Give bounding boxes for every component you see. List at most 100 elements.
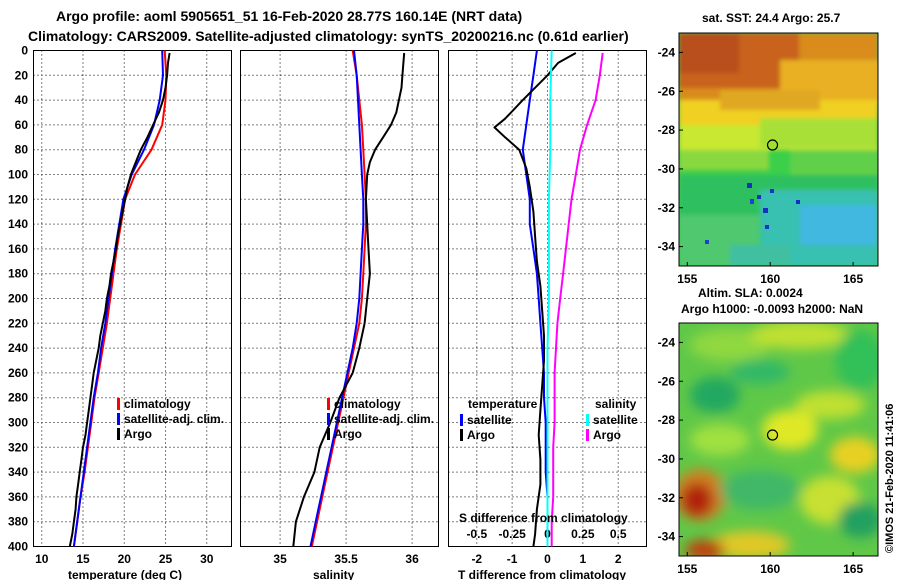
map-x-tick-label: 165 — [843, 562, 863, 576]
depth-tick-label: 60 — [15, 118, 29, 132]
x-tick-label: 35.5 — [334, 552, 358, 566]
salinity-x-ticks: 35 35.5 36 — [273, 552, 419, 566]
legend-swatch-climatology — [327, 398, 330, 410]
legend-temperature-title: temperature — [468, 397, 538, 411]
map-y-tick-label: -32 — [658, 491, 676, 505]
depth-tick-label: 300 — [8, 416, 28, 430]
difference-legend: temperature satellite Argo salinity sate… — [460, 397, 638, 442]
depth-tick-label: 180 — [8, 267, 28, 281]
depth-tick-label: 380 — [8, 515, 28, 529]
series-line-satellite-adj-clim- — [72, 50, 164, 547]
legend-swatch-t-argo — [460, 429, 463, 441]
series-line-salinity-satellite — [546, 50, 553, 547]
depth-tick-label: 140 — [8, 217, 28, 231]
s-difference-tick-label: -0.25 — [498, 527, 526, 541]
temperature-series — [68, 50, 171, 547]
depth-tick-label: 320 — [8, 440, 28, 454]
series-line-salinity-argo — [550, 52, 604, 547]
gridlines — [33, 50, 647, 547]
s-difference-tick-label: -0.5 — [466, 527, 487, 541]
legend-swatch-climatology — [117, 398, 120, 410]
sla-map-frame — [678, 322, 879, 557]
x-tick-label: 10 — [35, 552, 49, 566]
map-y-tick-label: -26 — [658, 374, 676, 388]
map-x-tick-label: 155 — [677, 562, 697, 576]
salinity-difference-x-ticks: -0.5 -0.25 0 0.25 0.5 — [466, 527, 626, 541]
sst-map-ticks: -24 -26 -28 -30 -32 -34 155 160 165 — [658, 45, 864, 286]
salinity-series — [292, 50, 406, 547]
depth-tick-label: 280 — [8, 391, 28, 405]
depth-tick-label: 200 — [8, 292, 28, 306]
depth-tick-label: 80 — [15, 143, 29, 157]
x-tick-label: 0 — [544, 552, 551, 566]
depth-tick-label: 20 — [15, 68, 29, 82]
series-line-satellite-adj-clim- — [309, 50, 365, 547]
legend-argo: Argo — [334, 427, 362, 441]
depth-tick-label: 100 — [8, 168, 28, 182]
depth-tick-label: 120 — [8, 192, 28, 206]
map-y-tick-label: -24 — [658, 45, 676, 59]
sla-map-title: Altim. SLA: 0.0024 — [698, 286, 803, 300]
sla-argo-location-marker — [766, 429, 779, 441]
map-y-tick-label: -30 — [658, 162, 676, 176]
legend-t-argo: Argo — [467, 428, 495, 442]
legend-satellite-adj: satellite-adj. clim. — [124, 412, 224, 426]
legend-argo: Argo — [124, 427, 152, 441]
depth-tick-label: 220 — [8, 316, 28, 330]
legend-climatology: climatology — [124, 397, 191, 411]
legend-swatch-s-argo — [586, 429, 589, 441]
x-tick-label: 36 — [405, 552, 419, 566]
depth-axis-labels: 0 20 40 60 80 100 120 140 160 180 200 220 240 260 280 3… — [8, 44, 28, 554]
x-tick-label: 25 — [159, 552, 173, 566]
sst-argo-location-marker — [766, 139, 779, 151]
salinity-legend: climatology satellite-adj. clim. Argo — [327, 397, 434, 441]
legend-s-argo: Argo — [593, 428, 621, 442]
depth-tick-label: 340 — [8, 465, 28, 479]
x-tick-label: 2 — [615, 552, 622, 566]
sst-map-title: sat. SST: 24.4 Argo: 25.7 — [702, 11, 841, 25]
map-y-tick-label: -28 — [658, 123, 676, 137]
t-difference-axis-label: T difference from climatology — [458, 568, 626, 580]
sst-map-image — [679, 33, 878, 266]
sla-map-ticks: -24 -26 -28 -30 -32 -34 155 160 165 — [658, 335, 864, 576]
figure-title-line2: Climatology: CARS2009. Satellite-adjuste… — [28, 28, 629, 44]
legend-s-satellite: satellite — [593, 413, 638, 427]
map-y-tick-label: -34 — [658, 530, 676, 544]
x-tick-label: 1 — [580, 552, 587, 566]
map-y-tick-label: -28 — [658, 413, 676, 427]
series-line-argo — [292, 52, 406, 547]
legend-swatch-satellite — [117, 413, 120, 425]
series-line-climatology — [310, 50, 367, 547]
series-line-argo — [68, 52, 171, 547]
difference-series — [493, 50, 604, 547]
temperature-legend: climatology satellite-adj. clim. Argo — [117, 397, 224, 441]
series-line-temperature-satellite — [521, 50, 549, 547]
map-y-tick-label: -32 — [658, 201, 676, 215]
legend-swatch-s-satellite — [586, 414, 589, 426]
legend-t-satellite: satellite — [467, 413, 512, 427]
x-tick-label: 20 — [118, 552, 132, 566]
series-line-temperature-argo — [493, 52, 577, 547]
depth-tick-label: 260 — [8, 366, 28, 380]
map-x-tick-label: 165 — [843, 272, 863, 286]
map-y-tick-label: -24 — [658, 335, 676, 349]
figure-title-line1: Argo profile: aoml 5905651_51 16-Feb-202… — [56, 8, 522, 24]
temperature-x-ticks: 10 15 20 25 30 — [35, 552, 214, 566]
temperature-axis-label: temperature (deg C) — [68, 568, 182, 580]
s-difference-tick-label: 0.25 — [571, 527, 595, 541]
x-tick-label: -2 — [471, 552, 482, 566]
legend-swatch-t-satellite — [460, 414, 463, 426]
legend-swatch-satellite — [327, 413, 330, 425]
map-y-tick-label: -26 — [658, 84, 676, 98]
depth-tick-label: 0 — [21, 44, 28, 58]
x-tick-label: 15 — [76, 552, 90, 566]
s-difference-tick-label: 0.5 — [610, 527, 627, 541]
imos-credit: ©IMOS 21-Feb-2020 11:41:06 — [884, 404, 896, 553]
legend-climatology: climatology — [334, 397, 401, 411]
legend-salinity-title: salinity — [595, 397, 637, 411]
depth-tick-label: 160 — [8, 242, 28, 256]
legend-swatch-argo — [117, 428, 120, 440]
sla-map-image — [679, 323, 878, 556]
map-x-tick-label: 160 — [760, 272, 780, 286]
